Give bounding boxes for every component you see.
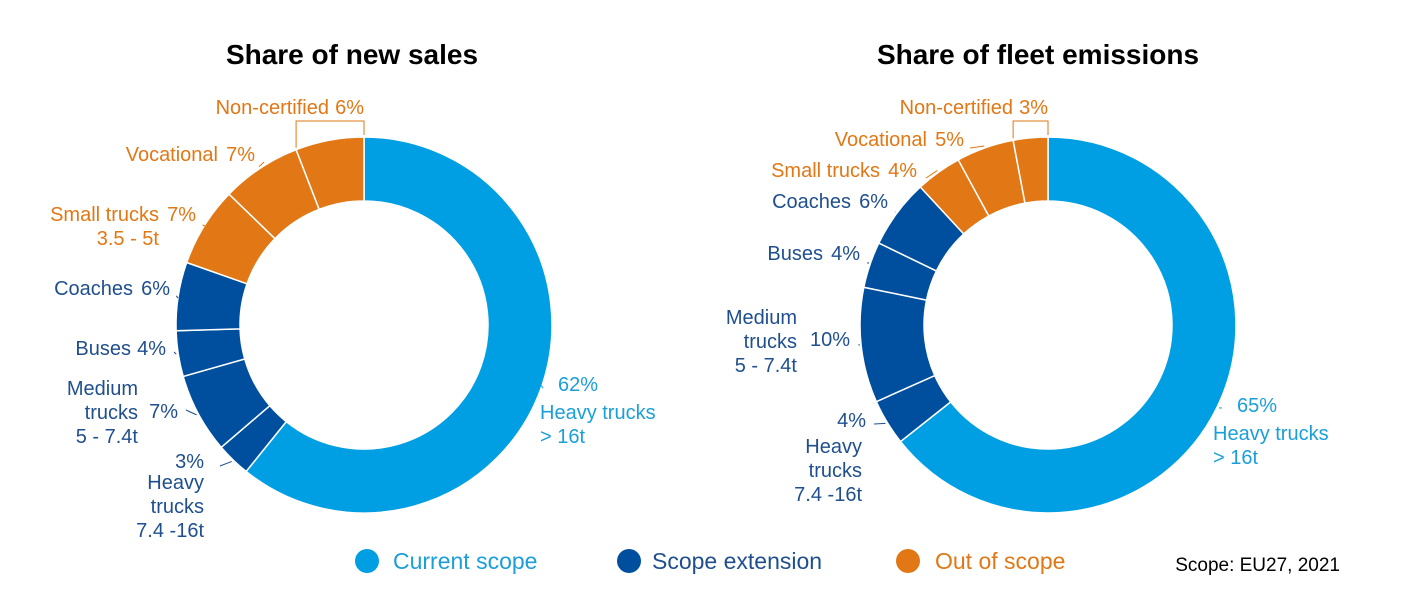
new-sales-leader-non-certified	[295, 120, 365, 148]
fleet-emissions-value-label-heavy-trucks-16t: 65%	[1237, 395, 1277, 417]
new-sales-slice-non-certified	[295, 136, 365, 211]
new-sales-leader-heavy-trucks-7-4-16t	[219, 460, 232, 467]
legend-label-current-scope: Current scope	[393, 548, 537, 574]
new-sales-leader-medium-trucks-5-7-4t	[185, 409, 197, 416]
legend: Current scope Scope extension Out of sco…	[355, 548, 1065, 574]
new-sales-category-label-non-certified: Non-certified	[216, 97, 329, 119]
fleet-emissions-category-label-non-certified: Non-certified	[900, 97, 1013, 119]
fleet-emissions-leader-vocational	[969, 145, 985, 149]
new-sales-leader-vocational	[258, 161, 265, 167]
new-sales-leader-heavy-trucks-16t	[539, 383, 544, 389]
legend-item-current-scope: Current scope	[355, 548, 537, 574]
new-sales-category-label-coaches: Coaches	[54, 278, 133, 300]
new-sales-leader-coaches	[175, 295, 179, 299]
new-sales-category-label-medium-trucks-5-7-4t: Medium trucks 5 - 7.4t	[67, 378, 139, 448]
fleet-emissions-category-label-coaches: Coaches	[772, 191, 851, 213]
new-sales-value-label-non-certified: 6%	[335, 97, 364, 119]
new-sales-value-label-small-trucks-3-5-5t: 7%	[167, 204, 196, 226]
new-sales-value-label-heavy-trucks-7-4-16t: 3%	[175, 451, 204, 473]
legend-swatch-out-of-scope	[896, 549, 920, 573]
fleet-emissions-leader-heavy-trucks-7-4-16t	[873, 422, 886, 425]
new-sales-value-label-medium-trucks-5-7-4t: 7%	[149, 401, 178, 423]
scope-note: Scope: EU27, 2021	[1175, 555, 1340, 576]
new-sales-chart-title: Share of new sales	[226, 39, 478, 70]
new-sales-donut-chart: Share of new sales 62% Heavy trucks > 16t 3…	[50, 39, 656, 542]
fleet-emissions-category-label-heavy-trucks-16t: Heavy trucks > 16t	[1213, 423, 1329, 469]
fleet-emissions-category-label-small-trucks: Small trucks	[771, 160, 880, 182]
new-sales-leader-buses	[173, 351, 177, 355]
legend-label-out-of-scope: Out of scope	[935, 548, 1065, 574]
fleet-emissions-category-label-medium-trucks-5-7-4t: Medium trucks 5 - 7.4t	[726, 307, 798, 377]
fleet-emissions-leader-small-trucks	[925, 170, 938, 179]
new-sales-slices	[175, 136, 553, 514]
fleet-emissions-value-label-small-trucks: 4%	[888, 160, 917, 182]
new-sales-value-label-coaches: 6%	[141, 278, 170, 300]
fleet-emissions-category-label-heavy-trucks-7-4-16t: Heavy trucks 7.4 -16t	[794, 436, 862, 506]
fleet-emissions-leader-non-certified	[1012, 120, 1049, 139]
fleet-emissions-category-label-vocational: Vocational	[835, 129, 927, 151]
fleet-emissions-value-label-non-certified: 3%	[1019, 97, 1048, 119]
fleet-emissions-callouts: 65% Heavy trucks > 16t 4% Heavy trucks 7.4 -16…	[726, 97, 1329, 506]
new-sales-category-label-heavy-trucks-7-4-16t: Heavy trucks 7.4 -16t	[136, 472, 204, 542]
new-sales-value-label-vocational: 7%	[226, 144, 255, 166]
fleet-emissions-slice-non-certified	[1012, 136, 1049, 205]
legend-label-scope-extension: Scope extension	[652, 548, 822, 574]
legend-item-out-of-scope: Out of scope	[896, 548, 1065, 574]
new-sales-category-label-heavy-trucks-16t: Heavy trucks > 16t	[540, 402, 656, 448]
fleet-emissions-value-label-buses: 4%	[831, 243, 860, 265]
fleet-emissions-value-label-coaches: 6%	[859, 191, 888, 213]
fleet-emissions-category-label-buses: Buses	[767, 243, 823, 265]
fleet-emissions-slices	[859, 136, 1237, 514]
new-sales-slice-heavy-trucks-16t	[245, 136, 553, 514]
new-sales-value-label-heavy-trucks-16t: 62%	[558, 374, 598, 396]
new-sales-callouts: 62% Heavy trucks > 16t 3%Heavy trucks 7.4 -16…	[50, 97, 656, 542]
fleet-emissions-donut-chart: Share of fleet emissions 65% Heavy trucks…	[726, 39, 1329, 514]
new-sales-leader-small-trucks-3-5-5t	[202, 224, 206, 227]
fleet-emissions-value-label-medium-trucks-5-7-4t: 10%	[810, 329, 850, 351]
fleet-emissions-slice-heavy-trucks-16t	[899, 136, 1237, 514]
legend-swatch-current-scope	[355, 549, 379, 573]
legend-swatch-scope-extension	[617, 549, 641, 573]
legend-item-scope-extension: Scope extension	[617, 548, 822, 574]
fleet-emissions-chart-title: Share of fleet emissions	[877, 39, 1199, 70]
fleet-emissions-value-label-heavy-trucks-7-4-16t: 4%	[837, 410, 866, 432]
new-sales-category-label-vocational: Vocational	[126, 144, 218, 166]
new-sales-category-label-buses: Buses	[75, 338, 131, 360]
new-sales-value-label-buses: 4%	[137, 338, 166, 360]
new-sales-category-label-small-trucks-3-5-5t: Small trucks 3.5 - 5t	[50, 204, 159, 250]
fleet-emissions-value-label-vocational: 5%	[935, 129, 964, 151]
